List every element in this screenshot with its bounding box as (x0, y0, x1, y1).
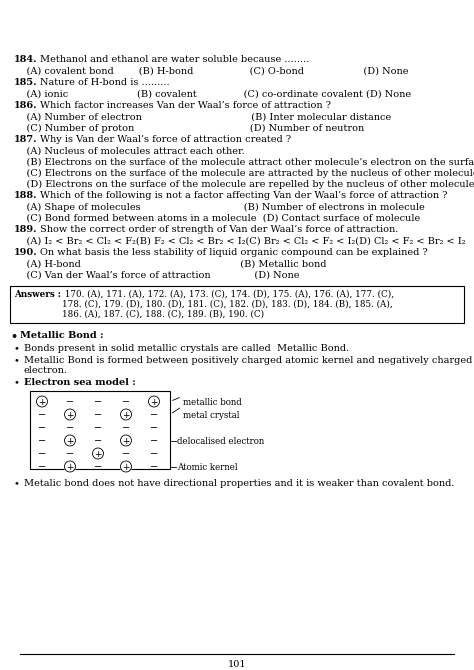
Text: +: + (66, 463, 74, 472)
Text: −: − (122, 424, 130, 433)
Text: −: − (150, 411, 158, 420)
Circle shape (64, 409, 75, 420)
Text: delocalised electron: delocalised electron (177, 437, 264, 446)
Text: −: − (94, 463, 102, 472)
Text: 187.: 187. (14, 135, 37, 144)
Text: Nature of H-bond is .........: Nature of H-bond is ......... (40, 78, 170, 87)
Text: •: • (14, 378, 20, 387)
Text: 101: 101 (228, 660, 246, 669)
Text: (A) H-bond                                                   (B) Metallic bond: (A) H-bond (B) Metallic bond (14, 260, 327, 269)
Text: •: • (14, 479, 20, 488)
Text: 190.: 190. (14, 248, 37, 257)
Text: 186.: 186. (14, 101, 37, 110)
Text: −: − (38, 463, 46, 472)
Text: (B) Electrons on the surface of the molecule attract other molecule’s electron o: (B) Electrons on the surface of the mole… (14, 158, 474, 167)
Text: Bonds present in solid metallic crystals are called  Metallic Bond.: Bonds present in solid metallic crystals… (24, 344, 349, 353)
Text: On what basis the less stability of liquid organic compound can be explained ?: On what basis the less stability of liqu… (40, 248, 428, 257)
Text: Electron sea model :: Electron sea model : (24, 378, 136, 387)
Text: Which factor increases Van der Waal’s force of attraction ?: Which factor increases Van der Waal’s fo… (40, 101, 331, 110)
Circle shape (64, 435, 75, 446)
Text: −: − (94, 437, 102, 446)
Circle shape (148, 396, 159, 407)
Text: Metalic bond does not have directional properties and it is weaker than covalent: Metalic bond does not have directional p… (24, 479, 455, 488)
Text: +: + (94, 450, 102, 459)
Text: +: + (122, 437, 130, 446)
Text: +: + (122, 411, 130, 420)
Text: 186. (A), 187. (C), 188. (C), 189. (B), 190. (C): 186. (A), 187. (C), 188. (C), 189. (B), … (62, 310, 264, 319)
Circle shape (92, 448, 103, 459)
Text: (A) ionic                      (B) covalent               (C) co-ordinate covale: (A) ionic (B) covalent (C) co-ordinate c… (14, 90, 411, 99)
Text: •: • (10, 331, 17, 342)
Text: 189.: 189. (14, 225, 37, 234)
Circle shape (120, 435, 131, 446)
Circle shape (64, 461, 75, 472)
Circle shape (36, 396, 47, 407)
Text: 188.: 188. (14, 191, 37, 200)
Text: •: • (14, 344, 20, 353)
Text: Which of the following is not a factor affecting Van der Waal’s force of attract: Which of the following is not a factor a… (40, 191, 447, 200)
Bar (10, 286, 464, 323)
Text: Metallic Bond is formed between positively charged atomic kernel and negatively : Metallic Bond is formed between positive… (24, 356, 474, 365)
Text: (C) Electrons on the surface of the molecule are attracted by the nucleus of oth: (C) Electrons on the surface of the mole… (14, 169, 474, 178)
Text: −: − (66, 398, 74, 407)
Text: metal crystal: metal crystal (183, 411, 239, 420)
Text: 184.: 184. (14, 55, 37, 64)
Text: (C) Van der Waal’s force of attraction              (D) None: (C) Van der Waal’s force of attraction (… (14, 271, 300, 280)
Text: (C) Number of proton                                     (D) Number of neutron: (C) Number of proton (D) Number of neutr… (14, 124, 364, 133)
Text: 185.: 185. (14, 78, 37, 87)
Text: 178. (C), 179. (D), 180. (D), 181. (C), 182. (D), 183. (D), 184. (B), 185. (A),: 178. (C), 179. (D), 180. (D), 181. (C), … (62, 300, 393, 309)
Text: metallic bond: metallic bond (183, 398, 242, 407)
Text: +: + (66, 411, 74, 420)
Text: 170. (A), 171. (A), 172. (A), 173. (C), 174. (D), 175. (A), 176. (A), 177. (C),: 170. (A), 171. (A), 172. (A), 173. (C), … (62, 290, 394, 299)
Text: +: + (66, 437, 74, 446)
Text: +: + (38, 398, 46, 407)
Text: Methanol and ethanol are water soluble because ........: Methanol and ethanol are water soluble b… (40, 55, 310, 64)
Text: −: − (94, 398, 102, 407)
Text: −: − (122, 398, 130, 407)
Text: −: − (38, 411, 46, 420)
Circle shape (120, 461, 131, 472)
Text: Why is Van der Waal’s force of attraction created ?: Why is Van der Waal’s force of attractio… (40, 135, 291, 144)
Text: Atomic kernel: Atomic kernel (177, 463, 237, 472)
Text: +: + (122, 463, 130, 472)
Text: −: − (150, 424, 158, 433)
Text: (A) I₂ < Br₂ < Cl₂ < F₂(B) F₂ < Cl₂ < Br₂ < I₂(C) Br₂ < Cl₂ < F₂ < I₂(D) Cl₂ < F: (A) I₂ < Br₂ < Cl₂ < F₂(B) F₂ < Cl₂ < Br… (14, 237, 465, 246)
Bar (30, 391, 170, 469)
Text: −: − (38, 424, 46, 433)
Text: (A) Number of electron                                   (B) Inter molecular dis: (A) Number of electron (B) Inter molecul… (14, 113, 391, 122)
Text: −: − (38, 437, 46, 446)
Text: −: − (66, 424, 74, 433)
Text: Metallic Bond :: Metallic Bond : (20, 331, 104, 340)
Text: −: − (122, 450, 130, 459)
Text: −: − (150, 437, 158, 446)
Text: −: − (38, 450, 46, 459)
Text: Show the correct order of strength of Van der Waal’s force of attraction.: Show the correct order of strength of Va… (40, 225, 398, 234)
Circle shape (120, 409, 131, 420)
Text: (D) Electrons on the surface of the molecule are repelled by the nucleus of othe: (D) Electrons on the surface of the mole… (14, 180, 474, 189)
Text: +: + (150, 398, 158, 407)
Text: •: • (14, 356, 20, 365)
Text: −: − (150, 450, 158, 459)
Text: (A) Nucleus of molecules attract each other.: (A) Nucleus of molecules attract each ot… (14, 147, 245, 156)
Text: (A) Shape of molecules                                 (B) Number of electrons i: (A) Shape of molecules (B) Number of ele… (14, 203, 425, 212)
Text: −: − (66, 450, 74, 459)
Text: (C) Bond formed between atoms in a molecule  (D) Contact surface of molecule: (C) Bond formed between atoms in a molec… (14, 214, 420, 223)
Text: Answers :: Answers : (14, 290, 61, 299)
Text: −: − (94, 424, 102, 433)
Text: −: − (150, 463, 158, 472)
Text: −: − (94, 411, 102, 420)
Text: (A) covalent bond        (B) H-bond                  (C) O-bond                 : (A) covalent bond (B) H-bond (C) O-bond (14, 67, 409, 76)
Text: electron.: electron. (24, 366, 68, 375)
